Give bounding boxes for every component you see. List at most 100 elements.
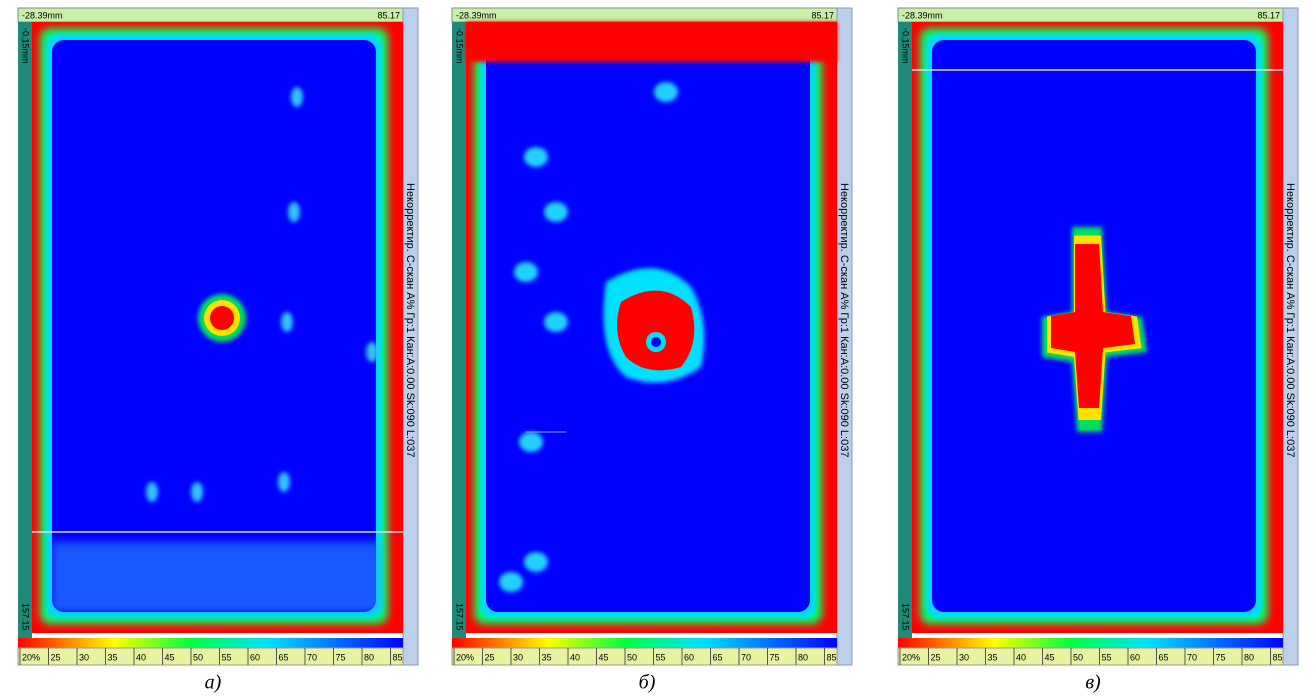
- spot: [654, 82, 678, 102]
- scale-label: 60: [250, 652, 260, 662]
- top-left-label: -28.39mm: [902, 10, 943, 20]
- scale-label: 65: [713, 652, 723, 662]
- scale-label: 35: [988, 652, 998, 662]
- c-scan-image: [32, 22, 403, 633]
- scan-panel: -28.39mm 85.17 -0.15mm 157.15 Некорректир. C…: [451, 7, 853, 694]
- left-top-label: -0.15mm: [455, 28, 465, 64]
- scale-label: 35: [108, 652, 118, 662]
- scale-label: 50: [193, 652, 203, 662]
- scale-label: 50: [627, 652, 637, 662]
- scale-label: 75: [336, 652, 346, 662]
- scale-label: 40: [1016, 652, 1026, 662]
- scale-label: 20%: [456, 652, 474, 662]
- scale-label: 75: [1216, 652, 1226, 662]
- scale-label: 85: [827, 652, 837, 662]
- scale-label: 80: [1244, 652, 1254, 662]
- scale-bar: [897, 647, 1284, 666]
- scan-panel: -28.39mm 85.17 -0.15mm 157.15 Некорректир. C…: [897, 7, 1299, 694]
- top-bar: [17, 7, 404, 23]
- spot: [146, 482, 158, 502]
- scale-label: 50: [1073, 652, 1083, 662]
- scale-label: 45: [165, 652, 175, 662]
- scale-label: 40: [136, 652, 146, 662]
- scale-label: 60: [684, 652, 694, 662]
- left-top-label: -0.15mm: [21, 28, 31, 64]
- scale-label: 70: [1187, 652, 1197, 662]
- spot: [524, 147, 548, 167]
- defect: [617, 290, 695, 371]
- scale-label: 55: [656, 652, 666, 662]
- scale-label: 25: [931, 652, 941, 662]
- scale-label: 30: [513, 652, 523, 662]
- top-right-label: 85.17: [377, 10, 400, 20]
- scale-label: 30: [79, 652, 89, 662]
- scale-label: 20%: [22, 652, 40, 662]
- spot: [524, 552, 548, 572]
- spot: [291, 87, 303, 107]
- scale-bar: [17, 647, 404, 666]
- caption: а): [205, 672, 222, 694]
- scale-label: 55: [222, 652, 232, 662]
- left-bar: [18, 22, 32, 638]
- side-label: Некорректир. C-скан A% Гр:1 Кан:A:0.00 S…: [838, 183, 850, 457]
- scale-label: 45: [599, 652, 609, 662]
- spot: [191, 482, 203, 502]
- scale-label: 60: [1130, 652, 1140, 662]
- scale-label: 65: [1159, 652, 1169, 662]
- scale-label: 80: [364, 652, 374, 662]
- defect: [210, 306, 234, 330]
- c-scan-image: [466, 22, 837, 633]
- scale-label: 30: [959, 652, 969, 662]
- spot: [544, 202, 568, 222]
- scan-panel: -28.39mm 85.17 -0.15mm 157.15 Некорректир. C…: [17, 7, 419, 694]
- scale-label: 25: [51, 652, 61, 662]
- top-bar: [451, 7, 838, 23]
- scale-bar: [451, 647, 838, 666]
- color-scale: [452, 638, 837, 648]
- side-label: Некорректир. C-скан A% Гр:1 Кан:A:0.00 S…: [404, 183, 416, 457]
- caption: в): [1085, 672, 1101, 694]
- spot: [514, 262, 538, 282]
- spot: [519, 432, 543, 452]
- top-left-label: -28.39mm: [456, 10, 497, 20]
- top-bar: [897, 7, 1284, 23]
- defect: [1051, 244, 1135, 408]
- top-right-label: 85.17: [811, 10, 834, 20]
- scale-label: 85: [1273, 652, 1283, 662]
- spot: [281, 312, 293, 332]
- scale-label: 70: [741, 652, 751, 662]
- edge-noise: [466, 22, 837, 62]
- edge-noise: [52, 542, 382, 612]
- spot: [366, 342, 378, 362]
- scale-label: 65: [279, 652, 289, 662]
- caption: б): [639, 672, 656, 694]
- left-bottom-label: 157.15: [21, 603, 31, 631]
- scale-label: 40: [570, 652, 580, 662]
- scale-label: 85: [393, 652, 403, 662]
- defect: [651, 337, 661, 347]
- c-scan-image: [912, 22, 1283, 633]
- left-bottom-label: 157.15: [901, 603, 911, 631]
- scale-label: 20%: [902, 652, 920, 662]
- top-right-label: 85.17: [1257, 10, 1280, 20]
- scale-label: 45: [1045, 652, 1055, 662]
- left-bar: [452, 22, 466, 638]
- spot: [278, 472, 290, 492]
- left-bar: [898, 22, 912, 638]
- side-label: Некорректир. C-скан A% Гр:1 Кан:A:0.00 S…: [1284, 183, 1296, 457]
- left-top-label: -0.15mm: [901, 28, 911, 64]
- scale-label: 80: [798, 652, 808, 662]
- color-scale: [898, 638, 1283, 648]
- scale-label: 55: [1102, 652, 1112, 662]
- left-bottom-label: 157.15: [455, 603, 465, 631]
- color-scale: [18, 638, 403, 648]
- scale-label: 35: [542, 652, 552, 662]
- top-left-label: -28.39mm: [22, 10, 63, 20]
- scale-label: 70: [307, 652, 317, 662]
- spot: [544, 312, 568, 332]
- scale-label: 25: [485, 652, 495, 662]
- spot: [288, 202, 300, 222]
- scale-label: 75: [770, 652, 780, 662]
- spot: [499, 572, 523, 592]
